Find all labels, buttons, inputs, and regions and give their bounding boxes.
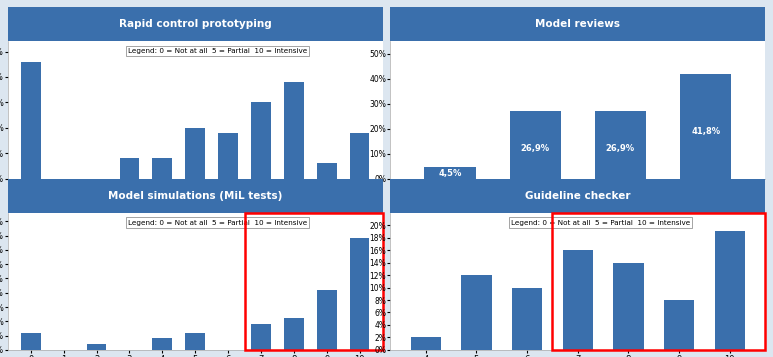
Text: 41,8%: 41,8% xyxy=(691,127,720,136)
Text: Legend: 0 = Not at all  5 = Partial  10 = Intensive: Legend: 0 = Not at all 5 = Partial 10 = … xyxy=(511,220,690,226)
Bar xyxy=(512,287,543,350)
Text: 26,9%: 26,9% xyxy=(521,144,550,153)
Bar xyxy=(553,213,765,350)
Text: 4,5%: 4,5% xyxy=(438,169,461,178)
Bar xyxy=(563,250,593,350)
Text: Model reviews: Model reviews xyxy=(536,19,620,29)
Bar xyxy=(509,111,560,178)
Bar xyxy=(317,290,336,350)
Bar xyxy=(152,338,172,350)
Bar xyxy=(664,300,694,350)
Bar xyxy=(251,324,271,350)
Bar xyxy=(349,238,369,350)
Bar xyxy=(218,133,238,178)
Bar xyxy=(152,158,172,178)
Bar xyxy=(120,158,139,178)
Text: Guideline checker: Guideline checker xyxy=(525,191,631,201)
Bar xyxy=(461,275,492,350)
Bar xyxy=(317,163,336,178)
Text: Model simulations (MiL tests): Model simulations (MiL tests) xyxy=(108,191,282,201)
Bar xyxy=(284,82,304,178)
Bar xyxy=(424,167,475,178)
Text: Legend: 0 = Not at all  5 = Partial  10 = Intensive: Legend: 0 = Not at all 5 = Partial 10 = … xyxy=(128,220,308,226)
Bar xyxy=(613,263,644,350)
Bar xyxy=(186,333,205,350)
Bar xyxy=(87,344,107,350)
Bar xyxy=(186,128,205,178)
Bar xyxy=(21,62,41,178)
Bar xyxy=(595,111,646,178)
Bar xyxy=(714,231,745,350)
Bar xyxy=(251,102,271,178)
Text: Legend: 0 = Not at all  5 = Partial  10 = Intensive: Legend: 0 = Not at all 5 = Partial 10 = … xyxy=(128,48,308,54)
Bar xyxy=(410,337,441,350)
Bar xyxy=(21,333,41,350)
Text: 26,9%: 26,9% xyxy=(606,144,635,153)
Bar xyxy=(680,74,731,178)
Bar xyxy=(284,318,304,350)
Text: Rapid control prototyping: Rapid control prototyping xyxy=(119,19,271,29)
Bar xyxy=(349,133,369,178)
Bar xyxy=(244,213,383,350)
